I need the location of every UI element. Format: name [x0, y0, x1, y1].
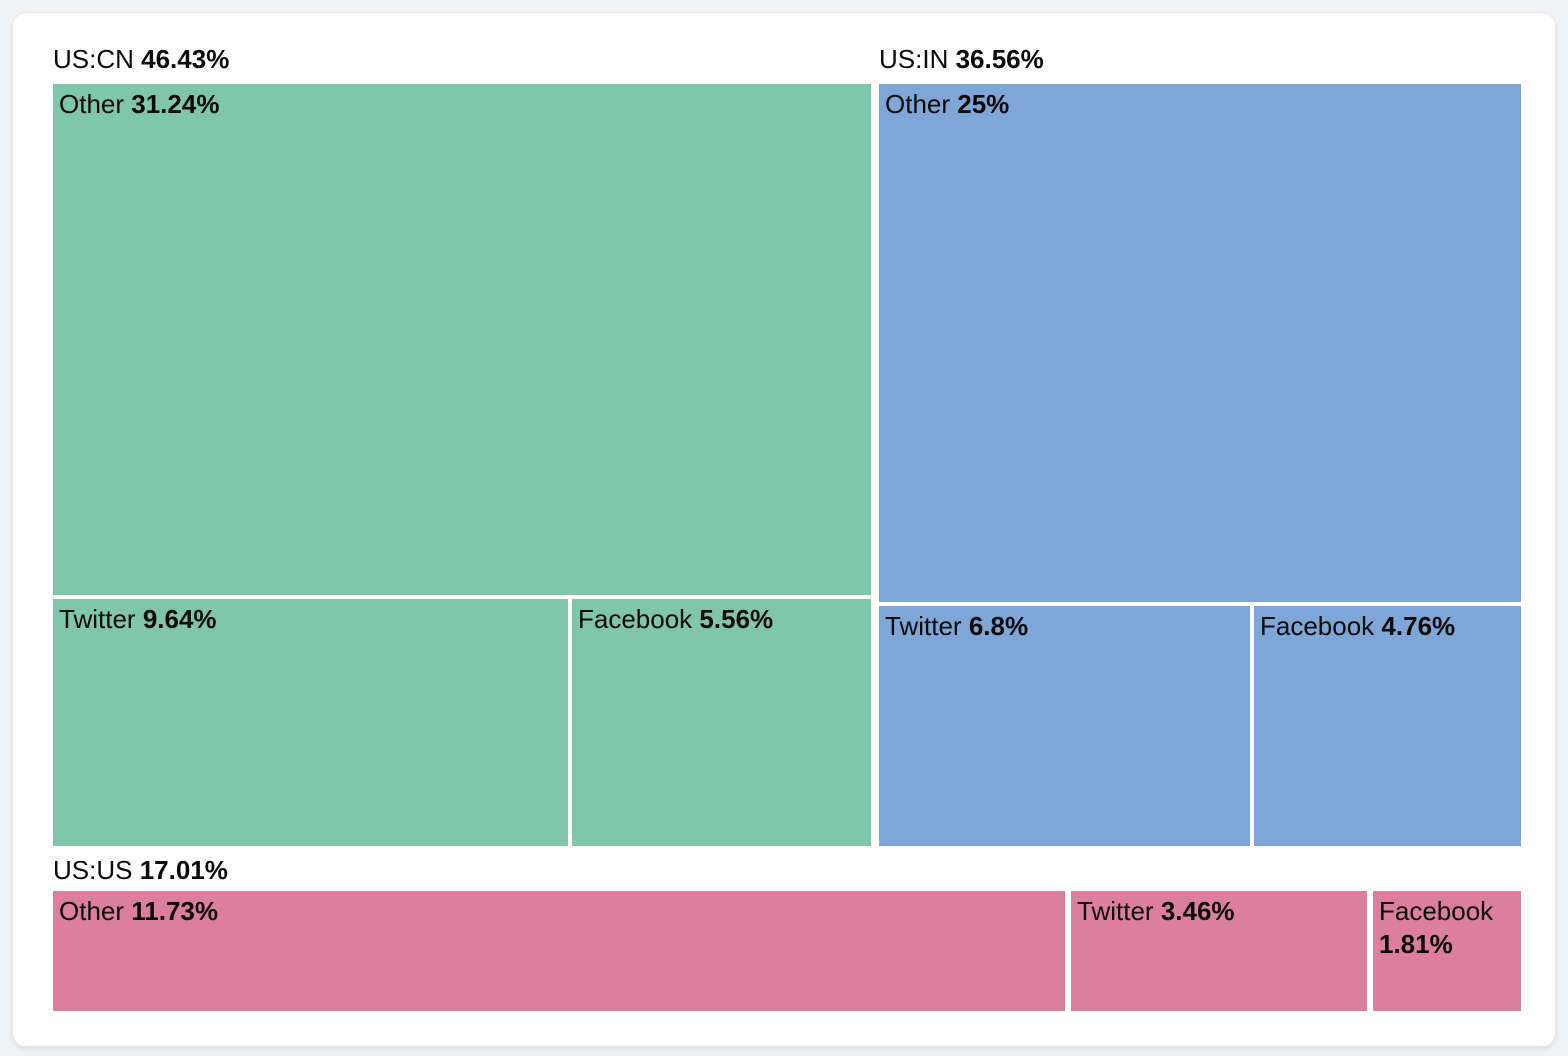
cell-percent: 6.8% — [968, 611, 1029, 641]
treemap-cell-us-cn-other[interactable]: Other 31.24% — [53, 84, 871, 595]
treemap-card: US:CN 46.43% Other 31.24% Twitter 9.64% … — [12, 12, 1556, 1047]
cell-percent: 1.81% — [1379, 929, 1453, 959]
group-label: US:CN — [53, 44, 134, 74]
treemap-cell-us-us-facebook[interactable]: Facebook 1.81% — [1373, 891, 1521, 1011]
group-header-us-us: US:US 17.01% — [53, 846, 1521, 886]
cell-label: Other — [885, 89, 951, 119]
cell-label: Twitter — [885, 611, 962, 641]
treemap-chart: US:CN 46.43% Other 31.24% Twitter 9.64% … — [53, 37, 1521, 1011]
group-percent: 36.56% — [955, 44, 1044, 74]
treemap-cell-us-us-other[interactable]: Other 11.73% — [53, 891, 1065, 1011]
group-label: US:IN — [879, 44, 949, 74]
cell-label: Facebook — [1260, 611, 1375, 641]
cell-label: Facebook — [1379, 896, 1494, 926]
treemap-cell-us-cn-twitter[interactable]: Twitter 9.64% — [53, 599, 568, 846]
cell-label: Twitter — [59, 604, 136, 634]
treemap-group-us-cn: US:CN 46.43% Other 31.24% Twitter 9.64% … — [53, 37, 871, 846]
treemap-cell-us-us-twitter[interactable]: Twitter 3.46% — [1071, 891, 1367, 1011]
treemap-group-us-in: US:IN 36.56% Other 25% Twitter 6.8% Face… — [879, 37, 1521, 846]
cell-percent: 3.46% — [1160, 896, 1235, 926]
cell-percent: 11.73% — [131, 896, 219, 926]
treemap-cell-us-in-facebook[interactable]: Facebook 4.76% — [1254, 606, 1521, 846]
cell-label: Other — [59, 89, 125, 119]
group-header-us-in: US:IN 36.56% — [879, 37, 1521, 75]
treemap-group-us-us: US:US 17.01% Other 11.73% Twitter 3.46% … — [53, 846, 1521, 1011]
cell-percent: 9.64% — [142, 604, 217, 634]
group-percent: 46.43% — [141, 44, 230, 74]
treemap-cell-us-in-other[interactable]: Other 25% — [879, 84, 1521, 602]
cell-label: Twitter — [1077, 896, 1154, 926]
cell-label: Other — [59, 896, 125, 926]
cell-percent: 31.24% — [131, 89, 220, 119]
cell-percent: 25% — [957, 89, 1010, 119]
group-percent: 17.01% — [139, 855, 228, 885]
group-label: US:US — [53, 855, 133, 885]
cell-percent: 5.56% — [699, 604, 774, 634]
cell-percent: 4.76% — [1381, 611, 1456, 641]
group-header-us-cn: US:CN 46.43% — [53, 37, 871, 75]
treemap-cell-us-cn-facebook[interactable]: Facebook 5.56% — [572, 599, 871, 846]
cell-label: Facebook — [578, 604, 693, 634]
treemap-cell-us-in-twitter[interactable]: Twitter 6.8% — [879, 606, 1250, 846]
